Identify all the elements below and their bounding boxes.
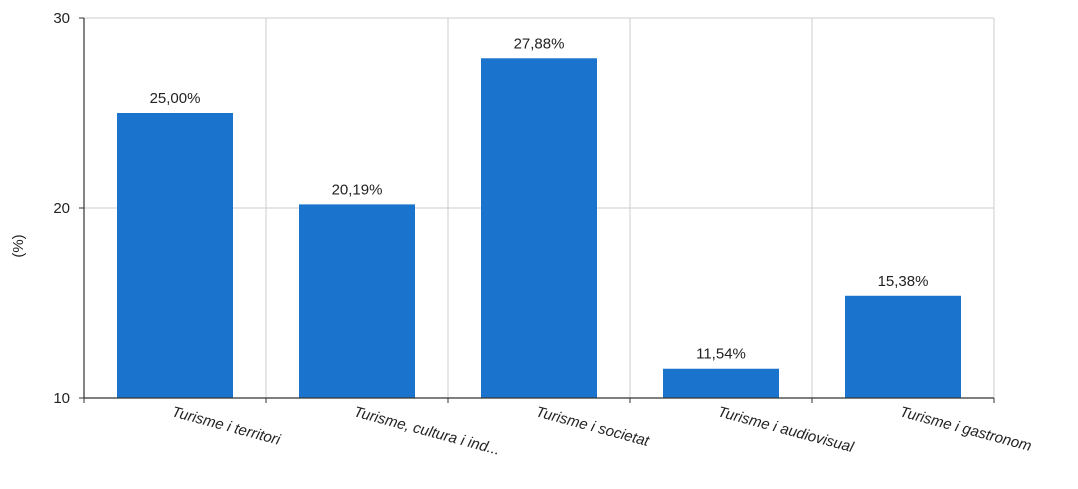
y-axis-title: (%) bbox=[10, 234, 27, 257]
data-label-4: 11,54% bbox=[696, 346, 746, 363]
bar-3 bbox=[481, 58, 597, 398]
y-tick-label: 20 bbox=[53, 200, 70, 217]
x-category-label-3: Turisme i societat bbox=[534, 403, 652, 450]
x-category-label-4: Turisme i audiovisual bbox=[716, 403, 856, 456]
data-label-2: 20,19% bbox=[332, 181, 383, 198]
x-category-label-5: Turisme i gastronom bbox=[898, 403, 1033, 455]
y-tick-label: 30 bbox=[53, 10, 70, 27]
bars bbox=[117, 58, 961, 398]
bar-2 bbox=[299, 204, 415, 398]
data-label-1: 25,00% bbox=[150, 90, 201, 107]
data-label-3: 27,88% bbox=[514, 35, 565, 52]
axes bbox=[79, 17, 995, 403]
data-label-5: 15,38% bbox=[878, 273, 929, 290]
y-tick-label: 10 bbox=[53, 390, 70, 407]
bar-1 bbox=[117, 113, 233, 398]
bar-5 bbox=[845, 295, 961, 398]
bar-4 bbox=[663, 368, 779, 398]
x-category-label-2: Turisme, cultura i ind... bbox=[352, 403, 502, 458]
x-category-label-1: Turisme i territori bbox=[170, 403, 283, 448]
